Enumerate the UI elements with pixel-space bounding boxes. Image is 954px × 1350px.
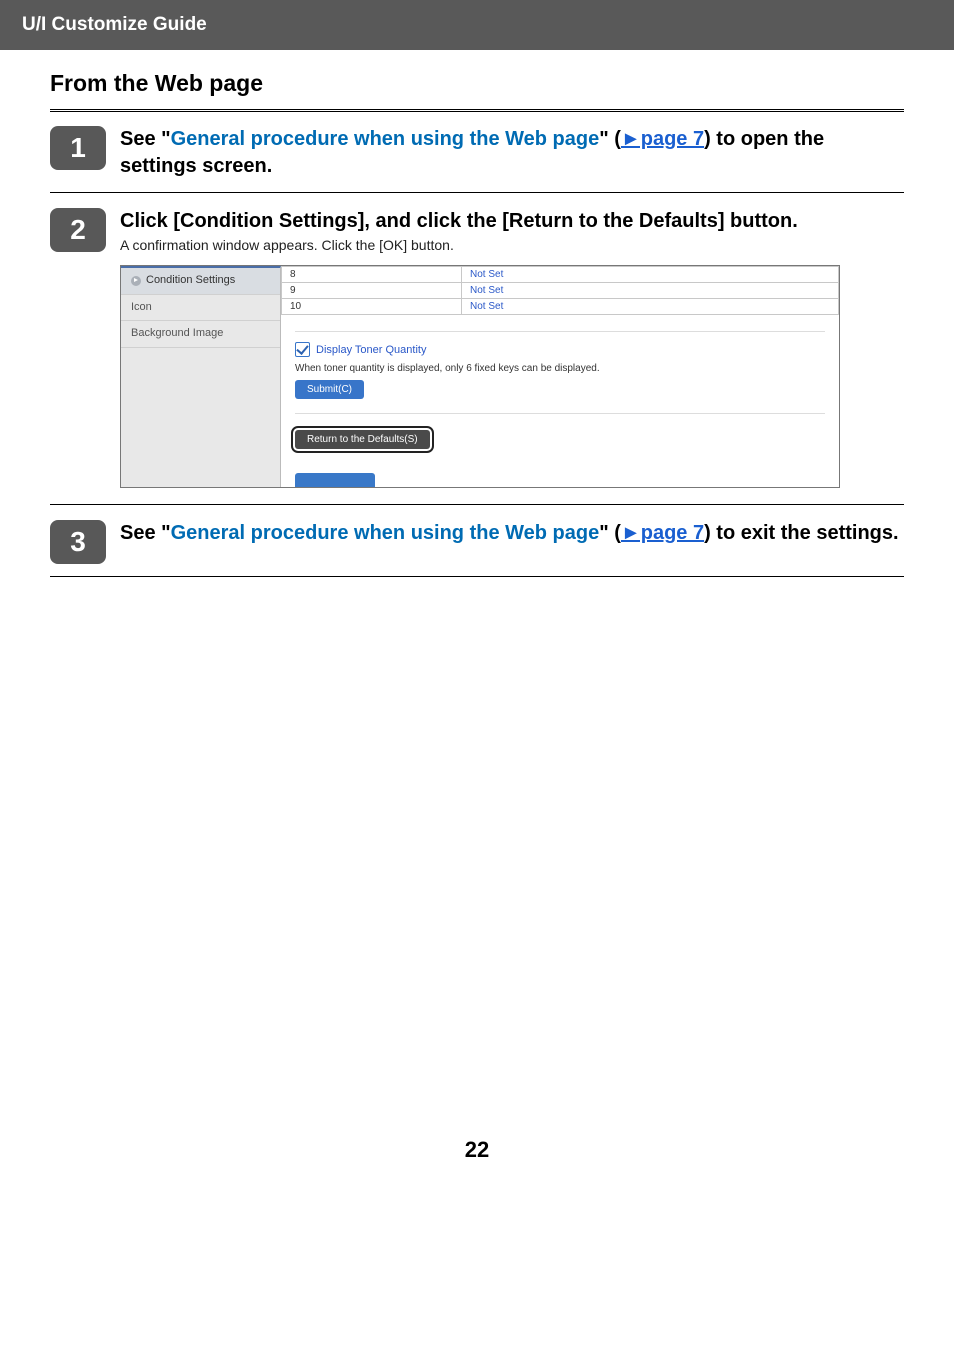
step-2: 2 Click [Condition Settings], and click … [50, 194, 904, 505]
embedded-screenshot: Condition Settings Icon Background Image [120, 265, 840, 488]
screenshot-lower-section: Display Toner Quantity When toner quanti… [281, 315, 839, 459]
truncated-button [295, 473, 375, 487]
text: " ( [599, 128, 621, 150]
procedure-link[interactable]: General procedure when using the Web pag… [171, 128, 600, 150]
step-body: See "General procedure when using the We… [120, 518, 904, 564]
table-row: 10 Not Set [282, 299, 839, 315]
screenshot-sidebar: Condition Settings Icon Background Image [121, 266, 281, 487]
sidebar-item-background-image[interactable]: Background Image [121, 321, 280, 348]
sidebar-item-label: Background Image [131, 327, 223, 339]
sidebar-item-icon[interactable]: Icon [121, 295, 280, 322]
screenshot-main: 8 Not Set 9 Not Set 10 Not Set [281, 266, 839, 487]
table-row: 8 Not Set [282, 267, 839, 283]
sidebar-item-label: Condition Settings [146, 272, 235, 290]
help-text: When toner quantity is displayed, only 6… [295, 363, 825, 374]
submit-button[interactable]: Submit(C) [295, 380, 364, 399]
header-title: U/I Customize Guide [22, 14, 207, 35]
header-bar: U/I Customize Guide [0, 0, 954, 50]
text: " ( [599, 522, 621, 544]
page-link[interactable]: ►page 7 [621, 522, 704, 544]
divider [295, 413, 825, 414]
checkbox-label: Display Toner Quantity [316, 344, 426, 356]
content-area: From the Web page 1 See "General procedu… [0, 50, 954, 577]
row-status[interactable]: Not Set [462, 299, 839, 315]
screenshot-frame: Condition Settings Icon Background Image [120, 265, 840, 488]
procedure-link[interactable]: General procedure when using the Web pag… [171, 522, 600, 544]
row-status[interactable]: Not Set [462, 267, 839, 283]
step-body: See "General procedure when using the We… [120, 124, 904, 180]
table-row: 9 Not Set [282, 283, 839, 299]
step-1: 1 See "General procedure when using the … [50, 111, 904, 193]
step-number: 1 [50, 126, 106, 170]
display-toner-checkbox-row[interactable]: Display Toner Quantity [295, 342, 825, 357]
row-number: 8 [282, 267, 462, 283]
sidebar-item-condition-settings[interactable]: Condition Settings [121, 268, 280, 295]
checkbox-checked-icon[interactable] [295, 342, 310, 357]
step-subtext: A confirmation window appears. Click the… [120, 237, 904, 253]
step-number: 2 [50, 208, 106, 252]
sidebar-item-label: Icon [131, 301, 152, 313]
step-number: 3 [50, 520, 106, 564]
row-number: 9 [282, 283, 462, 299]
divider [295, 331, 825, 332]
step-title: Click [Condition Settings], and click th… [120, 208, 904, 235]
step-3: 3 See "General procedure when using the … [50, 506, 904, 577]
text: See " [120, 128, 171, 150]
step-title: See "General procedure when using the We… [120, 126, 904, 180]
section-title: From the Web page [50, 70, 904, 110]
settings-table: 8 Not Set 9 Not Set 10 Not Set [281, 266, 839, 315]
text: See " [120, 522, 171, 544]
return-defaults-button[interactable]: Return to the Defaults(S) [295, 430, 430, 449]
step-title: See "General procedure when using the We… [120, 520, 904, 547]
step-body: Click [Condition Settings], and click th… [120, 206, 904, 492]
row-number: 10 [282, 299, 462, 315]
chevron-right-icon [131, 276, 141, 286]
row-status[interactable]: Not Set [462, 283, 839, 299]
page-link[interactable]: ►page 7 [621, 128, 704, 150]
page-number: 22 [0, 1137, 954, 1183]
text: ) to exit the settings. [704, 522, 898, 544]
